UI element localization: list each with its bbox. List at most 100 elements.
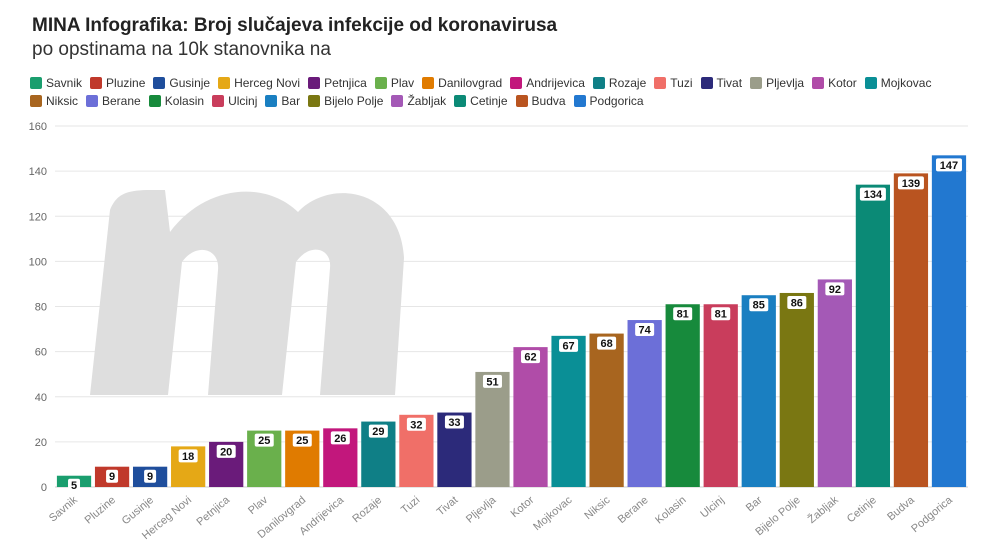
legend-item[interactable]: Žabljak bbox=[391, 93, 446, 109]
data-label: 81 bbox=[677, 309, 689, 321]
legend-swatch bbox=[374, 77, 387, 89]
x-tick-label: Plav bbox=[246, 494, 270, 517]
legend-item[interactable]: Gusinje bbox=[153, 75, 210, 91]
legend-label: Niksic bbox=[46, 94, 78, 108]
data-label: 25 bbox=[296, 435, 308, 447]
legend-swatch bbox=[218, 77, 231, 89]
bar[interactable] bbox=[893, 173, 929, 487]
bar[interactable] bbox=[741, 295, 776, 487]
data-label-bg bbox=[216, 444, 236, 458]
data-label: 85 bbox=[753, 300, 765, 312]
data-label-bg bbox=[635, 323, 655, 337]
legend-label: Plav bbox=[390, 76, 415, 90]
legend-swatch bbox=[308, 95, 321, 107]
bar[interactable] bbox=[931, 155, 967, 488]
legend-swatch bbox=[212, 95, 225, 107]
x-tick-label: Pluzine bbox=[83, 494, 118, 526]
legend-item[interactable]: Pluzine bbox=[90, 75, 145, 91]
legend-item[interactable]: Rozaje bbox=[592, 75, 646, 91]
x-tick-label: Podgorica bbox=[909, 494, 955, 536]
data-label-bg bbox=[106, 469, 119, 483]
legend-item[interactable]: Cetinje bbox=[454, 93, 508, 109]
legend-item[interactable]: Tivat bbox=[700, 75, 743, 91]
x-tick-label: Ulcinj bbox=[698, 494, 726, 520]
legend-item[interactable]: Petnjica bbox=[308, 75, 367, 91]
legend-item[interactable]: Herceg Novi bbox=[218, 75, 300, 91]
bar[interactable] bbox=[855, 184, 891, 487]
x-tick-label: Berane bbox=[616, 494, 651, 526]
legend-item[interactable]: Plav bbox=[374, 75, 415, 91]
data-label-bg bbox=[292, 433, 312, 447]
legend-item[interactable]: Berane bbox=[86, 93, 141, 109]
data-label: 9 bbox=[147, 471, 153, 483]
x-tick-label: Tuzi bbox=[399, 494, 422, 516]
legend-item[interactable]: Bar bbox=[265, 93, 300, 109]
data-label-bg bbox=[444, 415, 464, 429]
y-tick-label: 40 bbox=[35, 392, 47, 404]
y-tick-label: 60 bbox=[35, 347, 47, 359]
data-label-bg bbox=[935, 158, 962, 172]
x-tick-label: Rozaje bbox=[350, 494, 384, 525]
y-tick-label: 0 bbox=[41, 482, 47, 494]
bar[interactable] bbox=[589, 333, 624, 487]
legend-item[interactable]: Mojkovac bbox=[864, 75, 931, 91]
legend-item[interactable]: Kolasin bbox=[148, 93, 205, 109]
legend-item[interactable]: Bijelo Polje bbox=[308, 93, 383, 109]
legend-item[interactable]: Budva bbox=[515, 93, 566, 109]
bar[interactable] bbox=[551, 335, 586, 487]
bar[interactable] bbox=[817, 279, 852, 487]
data-label-bg bbox=[254, 433, 274, 447]
chart-title: MINA Infografika: Broj slučajeva infekci… bbox=[32, 15, 558, 36]
y-tick-label: 140 bbox=[29, 166, 47, 178]
legend-label: Podgorica bbox=[589, 94, 644, 108]
bar[interactable] bbox=[475, 371, 510, 487]
legend-swatch bbox=[864, 77, 877, 89]
legend-swatch bbox=[265, 95, 278, 107]
y-tick-label: 80 bbox=[35, 302, 47, 314]
legend-item[interactable]: Danilovgrad bbox=[422, 75, 502, 91]
legend-item[interactable]: Tuzi bbox=[654, 75, 693, 91]
legend-label: Kolasin bbox=[164, 94, 205, 108]
y-tick-label: 100 bbox=[29, 256, 47, 268]
data-label: 18 bbox=[182, 451, 194, 463]
x-tick-label: Tivat bbox=[435, 494, 461, 518]
bar[interactable] bbox=[703, 304, 738, 487]
bar[interactable] bbox=[779, 292, 814, 487]
legend-swatch bbox=[812, 77, 825, 89]
y-tick-label: 160 bbox=[29, 121, 47, 133]
legend-item[interactable]: Podgorica bbox=[573, 93, 644, 109]
x-tick-label: Mojkovac bbox=[531, 494, 575, 533]
data-label: 26 bbox=[334, 433, 346, 445]
data-label: 86 bbox=[791, 297, 803, 309]
legend-item[interactable]: Niksic bbox=[30, 93, 78, 109]
x-tick-label: Žabljak bbox=[805, 493, 841, 526]
watermark-m-logo bbox=[90, 190, 404, 395]
legend-label: Danilovgrad bbox=[438, 76, 503, 90]
legend-label: Tivat bbox=[716, 76, 743, 90]
data-label: 25 bbox=[258, 435, 270, 447]
legend-item[interactable]: Savnik bbox=[30, 75, 82, 91]
x-tick-label: Niksic bbox=[582, 494, 613, 522]
bar[interactable] bbox=[627, 320, 662, 487]
legend-item[interactable]: Andrijevica bbox=[510, 75, 585, 91]
x-tick-label: Savnik bbox=[47, 494, 80, 525]
legend-label: Ulcinj bbox=[228, 94, 258, 108]
legend-swatch bbox=[510, 77, 523, 89]
data-label-bg bbox=[897, 176, 924, 190]
legend-item[interactable]: Pljevlja bbox=[750, 75, 804, 91]
x-tick-label: Pljevlja bbox=[464, 494, 499, 526]
legend-swatch bbox=[30, 95, 42, 107]
data-label-bg bbox=[406, 417, 426, 431]
legend-item[interactable]: Ulcinj bbox=[212, 93, 257, 109]
bar[interactable] bbox=[665, 304, 700, 487]
bar[interactable] bbox=[513, 347, 548, 487]
legend-item[interactable]: Kotor bbox=[812, 75, 857, 91]
data-label-bg bbox=[859, 187, 886, 201]
x-tick-label: Kolasin bbox=[653, 494, 688, 526]
legend-label: Bar bbox=[281, 94, 301, 108]
legend-swatch bbox=[391, 95, 404, 107]
data-label: 5 bbox=[71, 480, 77, 492]
x-tick-label: Cetinje bbox=[845, 494, 879, 525]
data-label-bg bbox=[521, 350, 541, 364]
legend-swatch bbox=[515, 95, 528, 107]
